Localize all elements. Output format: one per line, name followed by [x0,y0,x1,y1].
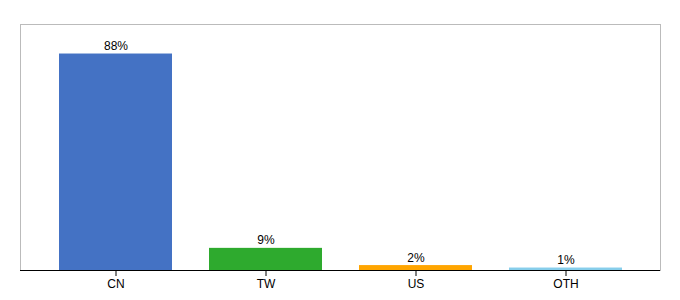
svg-text:TW: TW [257,277,276,291]
svg-text:OTH: OTH [553,277,578,291]
svg-text:2%: 2% [407,251,425,265]
svg-text:US: US [408,277,425,291]
svg-text:88%: 88% [104,39,128,53]
svg-text:1%: 1% [557,253,575,267]
svg-text:CN: CN [107,277,124,291]
svg-text:9%: 9% [257,233,275,247]
